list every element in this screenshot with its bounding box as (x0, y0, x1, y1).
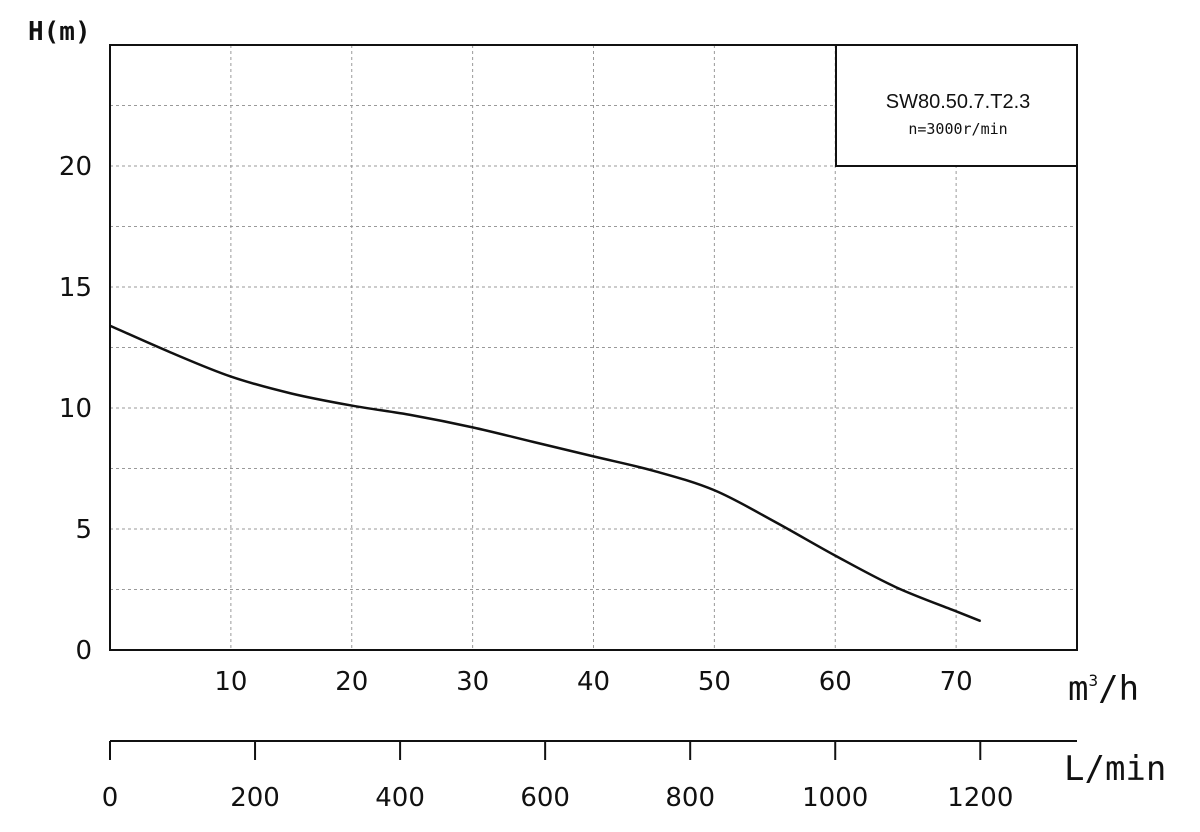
data-point-0-2 (230, 375, 232, 378)
y-axis-label: H(m) (28, 17, 91, 47)
x-unit-base: m (1068, 669, 1088, 709)
x-tick-label-10: 10 (214, 667, 247, 697)
data-point-0-9 (653, 470, 655, 472)
x-tick-label-40: 40 (577, 667, 610, 697)
data-point-0-7 (532, 441, 534, 443)
secondary-tick-label-1000: 1000 (802, 783, 868, 813)
data-point-0-3 (290, 392, 293, 395)
curve-layer (109, 324, 982, 623)
secondary-tick-label-400: 400 (375, 783, 425, 813)
secondary-axis-label: L/min (1064, 749, 1166, 789)
secondary-tick-label-800: 800 (665, 783, 715, 813)
data-point-0-14 (955, 610, 957, 613)
x-tick-label-60: 60 (819, 667, 852, 697)
data-point-0-11 (774, 520, 776, 523)
x-tick-label-20: 20 (335, 667, 368, 697)
secondary-tick-label-0: 0 (102, 783, 119, 813)
data-point-0-10 (713, 489, 716, 492)
x-tick-label-30: 30 (456, 667, 489, 697)
x-unit-tail: /h (1098, 669, 1139, 709)
x-axis-unit: m3/h (1068, 669, 1139, 709)
secondary-tick-label-1200: 1200 (947, 783, 1013, 813)
data-point-0-8 (592, 455, 595, 458)
series-line-0 (109, 324, 981, 623)
legend-speed: n=3000r/min (908, 120, 1007, 138)
data-point-0-5 (411, 414, 413, 417)
y-tick-label-10: 10 (59, 394, 92, 424)
secondary-tick-label-200: 200 (230, 783, 280, 813)
y-tick-labels: 0 5 10 15 20 (59, 152, 92, 666)
legend-model: SW80.50.7.T2.3 (886, 91, 1031, 113)
data-point-0-6 (471, 426, 474, 429)
data-point-0-15 (979, 620, 982, 622)
grid (110, 45, 1077, 650)
secondary-tick-label-600: 600 (520, 783, 570, 813)
data-point-0-13 (894, 586, 897, 588)
y-tick-label-0: 0 (75, 636, 92, 666)
legend-box: SW80.50.7.T2.3 n=3000r/min (835, 44, 1078, 167)
data-point-0-0 (109, 324, 111, 327)
legend-frame (835, 44, 1078, 167)
y-tick-label-20: 20 (59, 152, 92, 182)
y-tick-label-15: 15 (59, 273, 92, 303)
data-point-0-12 (834, 554, 837, 557)
data-point-0-1 (169, 351, 172, 354)
x-tick-label-70: 70 (940, 667, 973, 697)
x-tick-labels: 10 20 30 40 50 60 70 (214, 667, 972, 697)
x-tick-label-50: 50 (698, 667, 731, 697)
y-tick-label-5: 5 (75, 515, 92, 545)
x-unit-sup: 3 (1088, 671, 1098, 690)
plot-frame (109, 44, 1078, 651)
data-point-0-4 (350, 404, 353, 407)
secondary-axis-ticks: 0 200 400 600 800 1000 1200 (102, 741, 1013, 813)
